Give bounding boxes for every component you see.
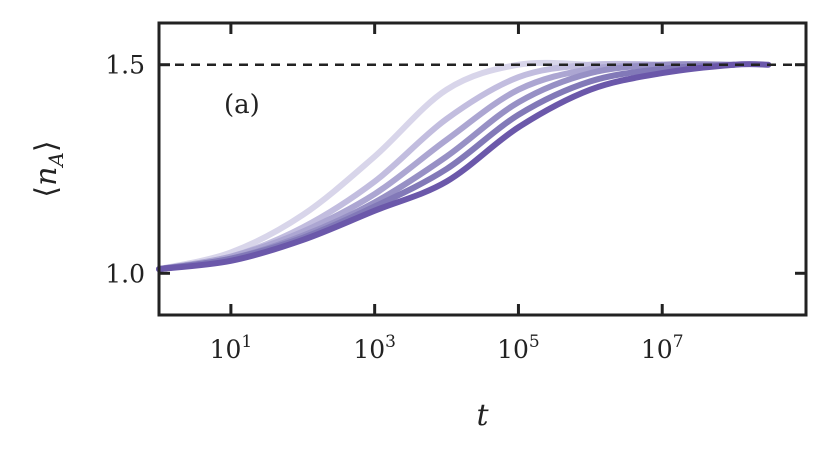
tick-labels: 101 103 105 107 1.0 1.5 <box>105 51 683 364</box>
y-tick-label-1: 1.0 <box>105 259 145 288</box>
x-axis-label: t <box>476 398 489 433</box>
y-axis-label: ⟨nA⟩ <box>29 140 68 197</box>
axis-ticks <box>159 23 806 315</box>
panel-annotation: (a) <box>224 90 260 120</box>
x-tick-label-1: 101 <box>210 332 253 364</box>
series-line-6 <box>156 61 772 273</box>
x-tick-label-2: 103 <box>353 332 396 364</box>
y-tick-label-2: 1.5 <box>105 51 145 80</box>
x-tick-label-4: 107 <box>641 332 684 364</box>
x-tick-label-3: 105 <box>497 332 540 364</box>
plot-frame <box>157 21 808 317</box>
